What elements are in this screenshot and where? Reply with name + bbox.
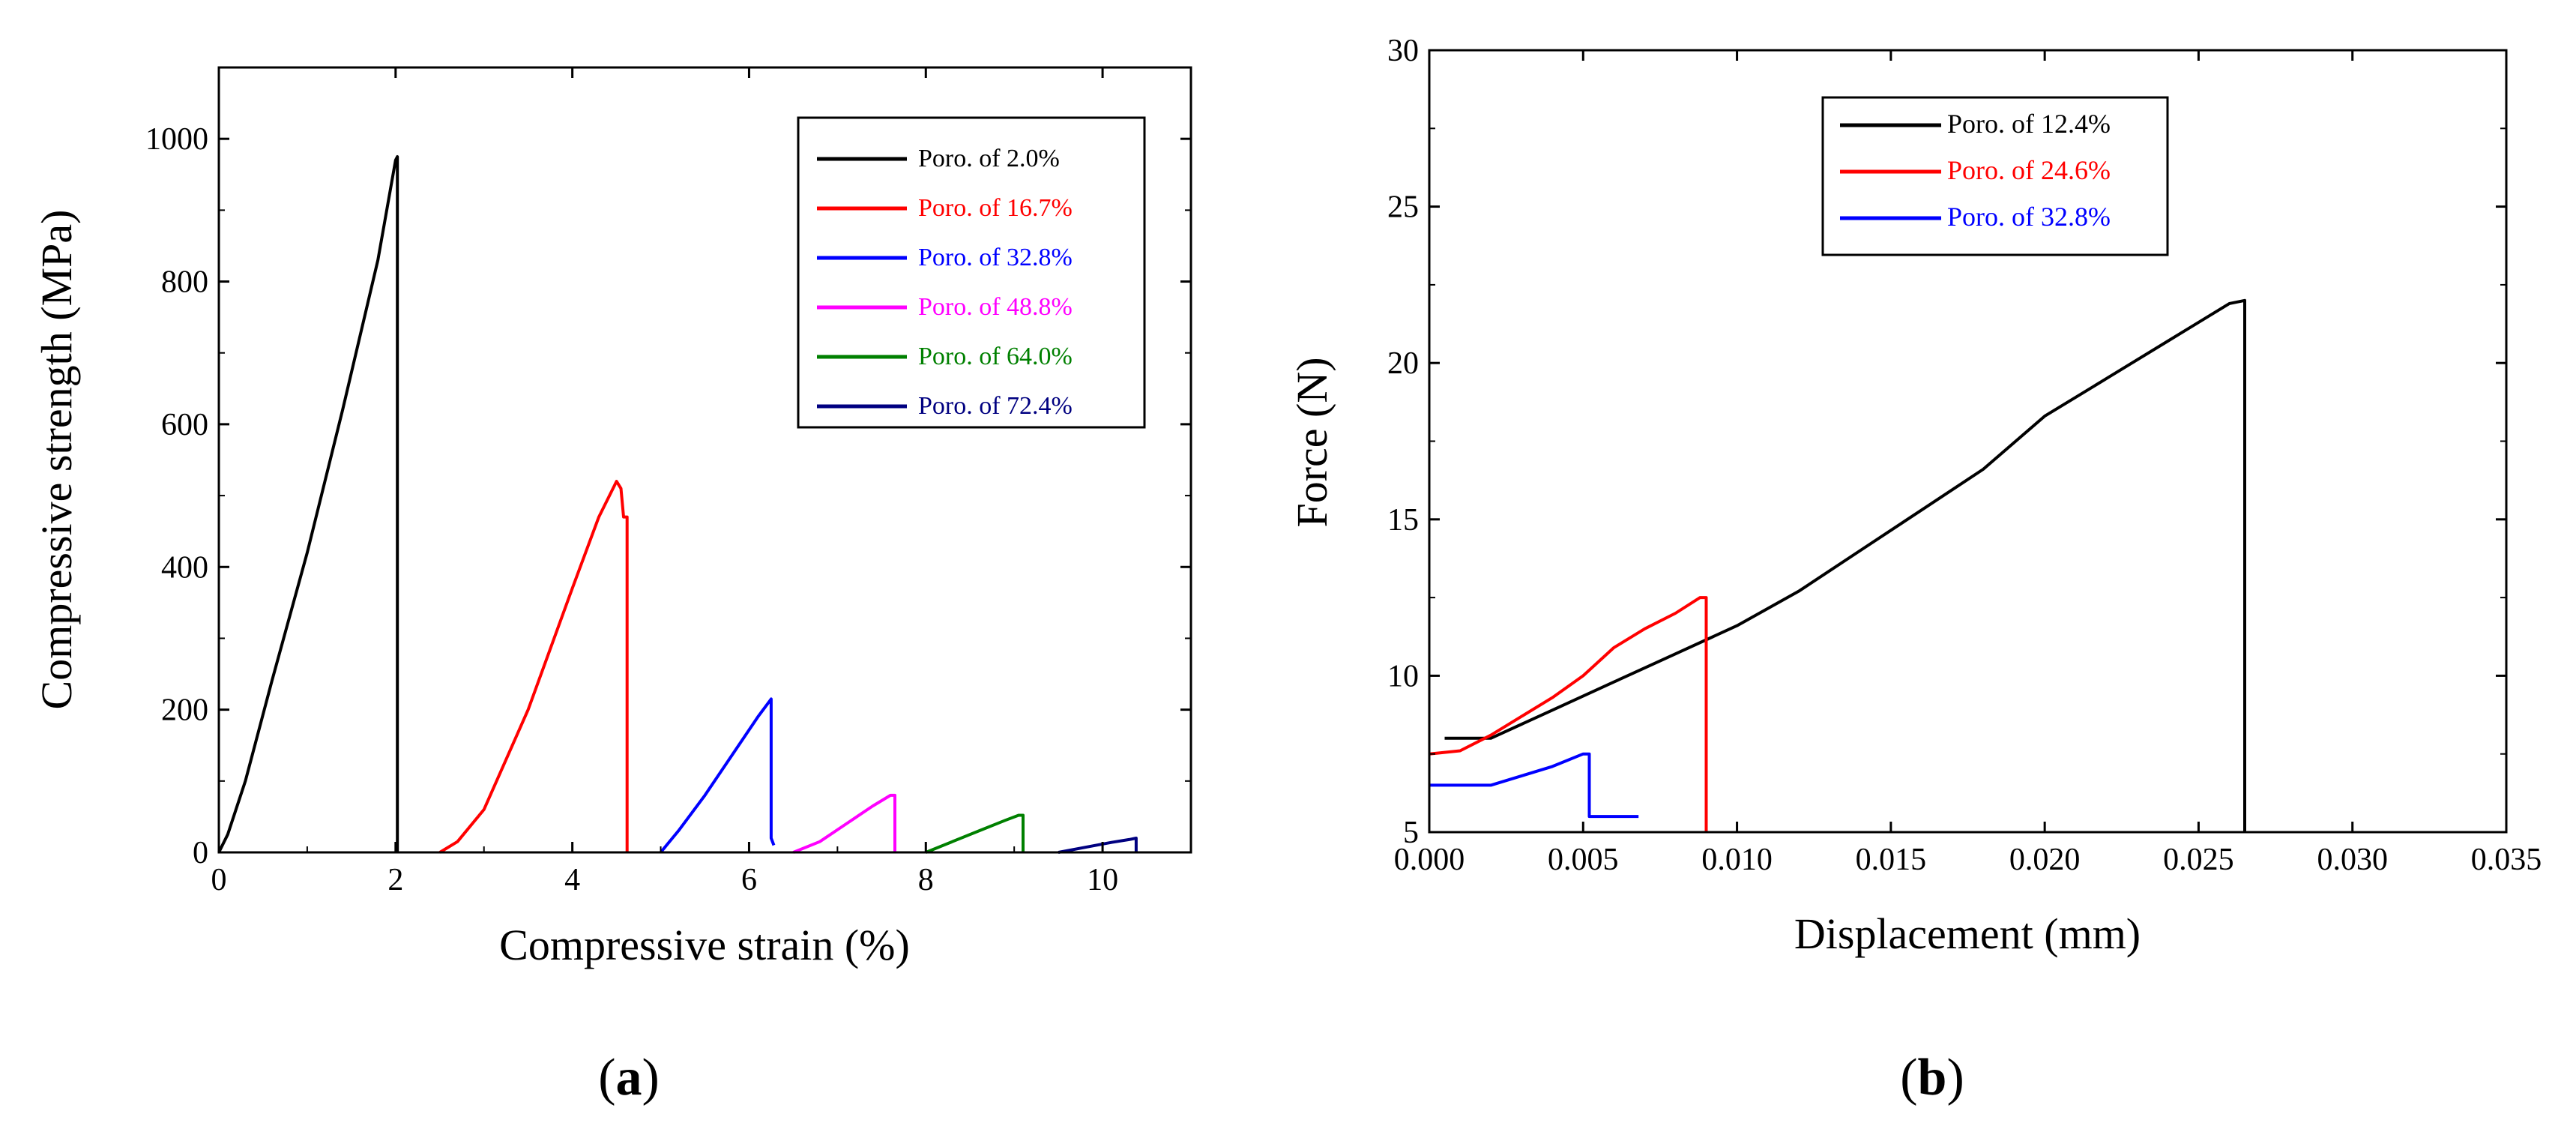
panel-b-plot [1429, 298, 2246, 832]
panel-a-x-tick-label: 2 [387, 863, 403, 897]
panel-b-x-tick-label: 0.035 [2471, 843, 2542, 877]
panel-b-legend-entry: Poro. of 32.8% [1947, 202, 2111, 232]
panel-a-series-line-1 [217, 155, 399, 853]
panel-a-legend-entry: Poro. of 32.8% [918, 244, 1073, 271]
panel-a-legend-box [797, 116, 1146, 429]
panel-a-series-line-5 [925, 813, 1025, 854]
panel-a-x-tick-label: 4 [564, 863, 580, 897]
panel-b-legend-entry: Poro. of 12.4% [1947, 109, 2111, 139]
panel-b-label-letter: b [1918, 1049, 1947, 1107]
panel-b-x-tick-label: 0.030 [2317, 843, 2388, 877]
panel-a-x-tick-label: 6 [741, 863, 757, 897]
panel-b-x-tick-label: 0.020 [2009, 843, 2081, 877]
panel-a-legend-entry: Poro. of 2.0% [918, 145, 1060, 172]
panel-a-legend-entry: Poro. of 64.0% [918, 343, 1073, 370]
panel-a-legend-entry: Poro. of 48.8% [918, 293, 1073, 321]
panel-b-y-tick-label: 25 [1387, 190, 1419, 225]
panel-a-legend-entry: Poro. of 72.4% [918, 392, 1073, 420]
panel-b-x-tick-label: 0.005 [1548, 843, 1619, 877]
panel-b-x-tick-label: 0.015 [1856, 843, 1927, 877]
panel-a: 0 2 4 6 8 10 0 200 400 600 800 1000 Compressive str… [32, 66, 1192, 1107]
panel-a-tick-labels: 0 2 4 6 8 10 0 200 400 600 800 1000 [145, 122, 1118, 897]
panel-b-label: (b) [1900, 1049, 1964, 1107]
panel-a-y-tick-label: 600 [161, 408, 208, 442]
panel-a-legend: Poro. of 2.0% Poro. of 16.7% Poro. of 32.8… [797, 116, 1146, 429]
panel-a-plot [217, 155, 1138, 854]
panel-b-x-tick-label: 0.010 [1701, 843, 1773, 877]
panel-b-y-tick-label: 20 [1387, 346, 1419, 381]
panel-b-x-tick-label: 0.025 [2163, 843, 2234, 877]
panel-b-x-axis-label: Displacement (mm) [1794, 909, 2141, 958]
panel-a-series-line-2 [438, 480, 629, 854]
panel-a-y-tick-label: 200 [161, 693, 208, 728]
panel-b-y-tick-label: 15 [1387, 503, 1419, 538]
panel-b-series-line-3 [1429, 752, 1639, 819]
panel-a-frame [217, 66, 1192, 854]
panel-a-label: (a) [598, 1049, 660, 1107]
panel-a-y-tick-label: 0 [193, 836, 208, 870]
panel-a-y-axis-label: Compressive strength (MPa) [32, 210, 81, 710]
panel-b-series-line-2 [1429, 596, 1708, 832]
panel-b-y-tick-label: 5 [1403, 816, 1419, 850]
panel-b-legend-entry: Poro. of 24.6% [1947, 155, 2111, 185]
panel-b-y-axis-label: Force (N) [1288, 357, 1336, 527]
panel-a-x-tick-label: 0 [211, 863, 227, 897]
panel-a-series-line-3 [659, 697, 776, 854]
panel-a-x-axis-label: Compressive strain (%) [499, 921, 910, 969]
panel-a-legend-entry: Poro. of 16.7% [918, 194, 1073, 222]
panel-a-y-tick-label: 800 [161, 265, 208, 300]
panel-a-series-line-6 [1058, 837, 1138, 854]
panel-a-y-tick-label: 400 [161, 550, 208, 585]
panel-b-legend: Poro. of 12.4% Poro. of 24.6% Poro. of 32.… [1821, 96, 2169, 256]
panel-b-series-line-1 [1444, 298, 2246, 832]
panel-a-y-tick-label: 1000 [145, 122, 208, 157]
panel-b: 0.000 0.005 0.010 0.015 0.020 0.025 0.030 0.035… [1288, 34, 2542, 1107]
panel-a-ticks [217, 67, 1191, 854]
panel-a-series-line-4 [792, 793, 896, 854]
panel-b-ticks [1428, 49, 2508, 834]
panel-b-x-tick-label: 0.000 [1394, 843, 1465, 877]
panel-b-y-tick-label: 10 [1387, 659, 1419, 693]
panel-a-label-letter: a [616, 1049, 642, 1107]
panel-b-y-tick-label: 30 [1387, 34, 1419, 68]
panel-a-x-tick-label: 8 [918, 863, 934, 897]
panel-b-tick-labels: 0.000 0.005 0.010 0.015 0.020 0.025 0.030 0.035… [1387, 34, 2542, 877]
panel-a-x-tick-label: 10 [1087, 863, 1118, 897]
